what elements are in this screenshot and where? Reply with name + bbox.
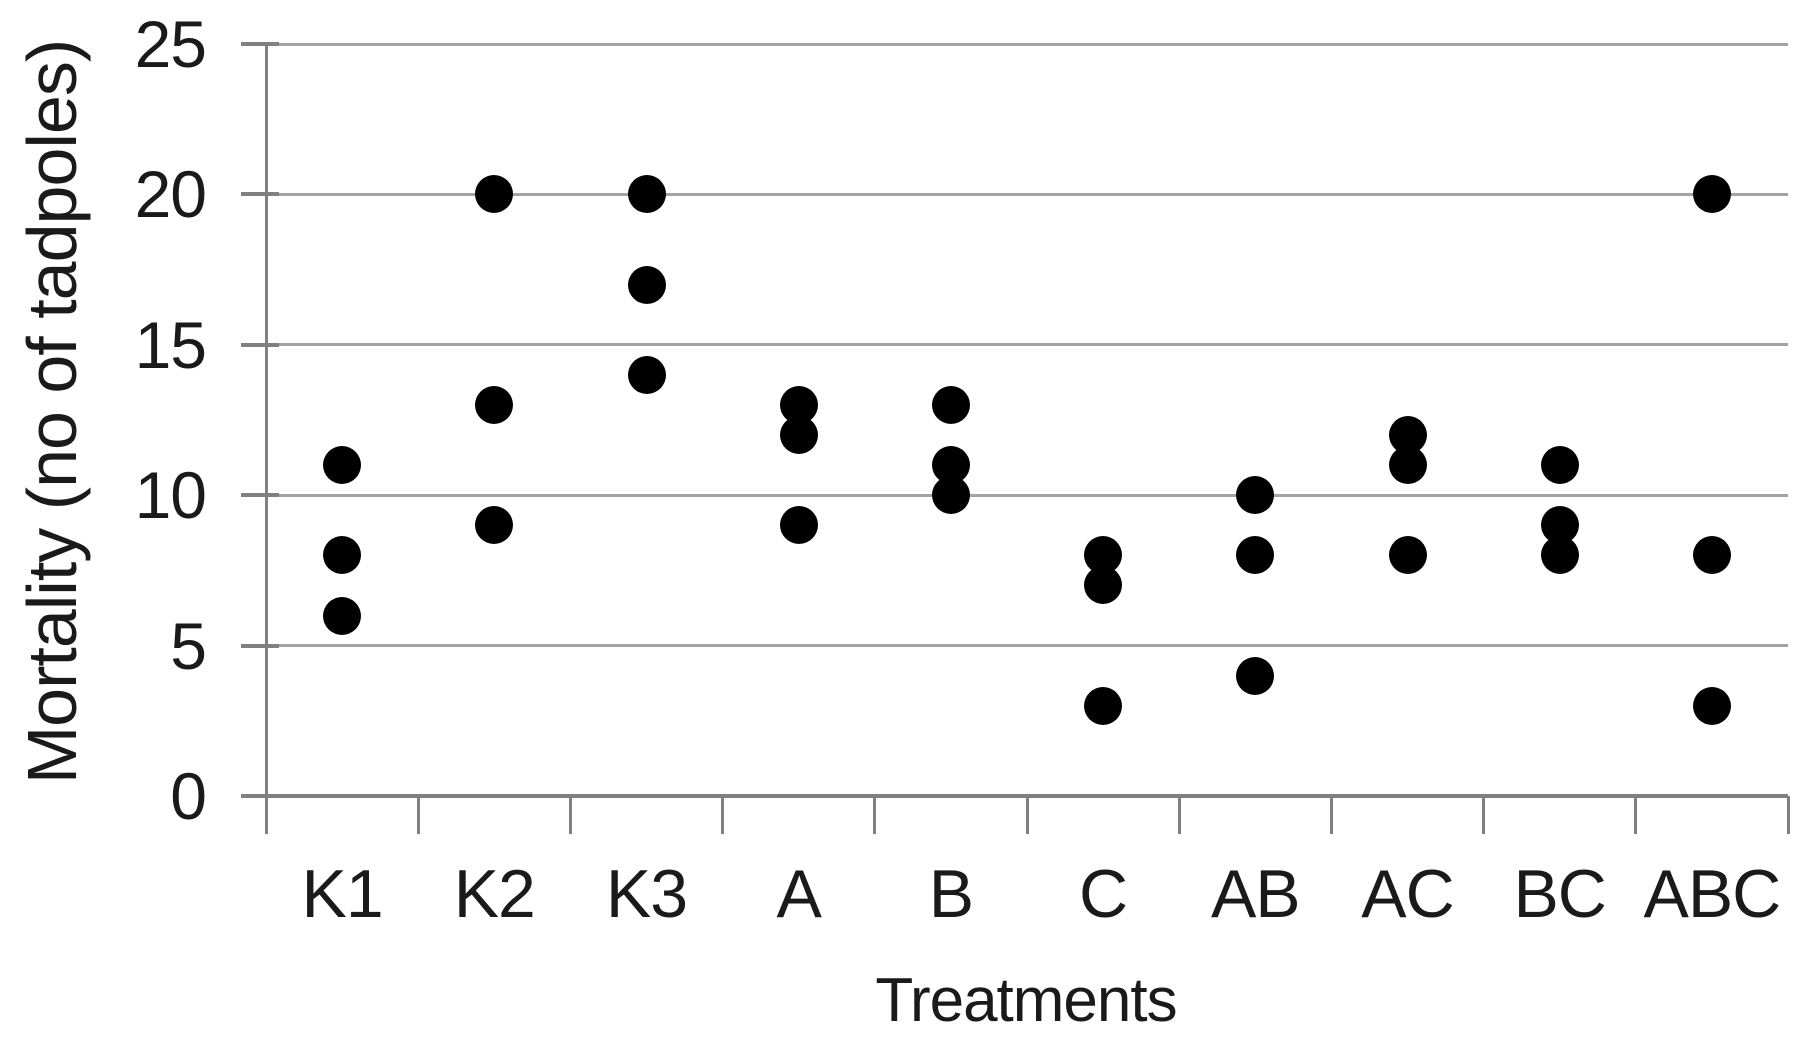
y-tick-label: 25 bbox=[134, 7, 207, 81]
data-point bbox=[779, 506, 818, 545]
data-point bbox=[1084, 566, 1123, 605]
x-category-label: K3 bbox=[605, 856, 688, 932]
data-point bbox=[627, 355, 666, 394]
y-tick-mark bbox=[241, 342, 279, 347]
data-point bbox=[1540, 536, 1579, 575]
y-tick-label: 15 bbox=[134, 307, 207, 382]
data-point bbox=[323, 536, 362, 575]
data-point bbox=[1236, 656, 1275, 695]
x-category-label: ABC bbox=[1643, 856, 1781, 932]
data-point bbox=[627, 265, 666, 304]
gridline bbox=[266, 644, 1788, 648]
data-point bbox=[1692, 686, 1731, 725]
y-tick-mark bbox=[241, 794, 279, 798]
data-point bbox=[1236, 476, 1275, 515]
data-point bbox=[1692, 175, 1731, 214]
data-point bbox=[627, 175, 666, 214]
gridline bbox=[266, 343, 1788, 347]
x-tick-mark bbox=[1786, 796, 1790, 834]
y-tick-mark bbox=[241, 192, 279, 197]
y-tick-label: 0 bbox=[170, 759, 207, 833]
x-tick-mark bbox=[1177, 796, 1181, 834]
data-point bbox=[1692, 536, 1731, 575]
data-point bbox=[475, 385, 514, 424]
gridline bbox=[266, 192, 1788, 196]
x-axis-title: Treatments bbox=[875, 966, 1177, 1035]
y-tick-label: 5 bbox=[170, 608, 207, 683]
data-point bbox=[323, 446, 362, 485]
y-tick-mark bbox=[241, 42, 279, 46]
data-point bbox=[1388, 446, 1427, 485]
gridline bbox=[266, 493, 1788, 497]
data-point bbox=[1540, 446, 1579, 485]
data-point bbox=[323, 596, 362, 635]
y-tick-label: 10 bbox=[134, 458, 207, 533]
data-point bbox=[931, 476, 970, 515]
x-category-label: AC bbox=[1361, 856, 1454, 932]
x-category-label: K1 bbox=[301, 856, 384, 932]
data-point bbox=[475, 506, 514, 545]
gridline bbox=[266, 42, 1788, 46]
y-tick-mark bbox=[241, 493, 279, 498]
x-tick-mark bbox=[568, 796, 572, 834]
y-tick-mark bbox=[241, 643, 279, 648]
x-category-label: K2 bbox=[453, 856, 536, 932]
x-tick-mark bbox=[416, 796, 420, 834]
data-point bbox=[475, 175, 514, 214]
x-category-label: B bbox=[928, 856, 974, 932]
data-point bbox=[931, 385, 970, 424]
x-tick-mark bbox=[1634, 796, 1638, 834]
x-category-label: AB bbox=[1210, 856, 1301, 932]
data-point bbox=[1084, 686, 1123, 725]
x-category-label: A bbox=[776, 856, 822, 932]
x-tick-mark bbox=[1025, 796, 1029, 834]
x-tick-mark bbox=[264, 796, 268, 834]
x-tick-mark bbox=[721, 796, 725, 834]
x-category-label: C bbox=[1079, 856, 1128, 932]
x-tick-mark bbox=[1482, 796, 1486, 834]
y-tick-label: 20 bbox=[134, 157, 207, 232]
x-tick-mark bbox=[1329, 796, 1333, 834]
x-tick-mark bbox=[873, 796, 877, 834]
y-axis-line bbox=[264, 44, 268, 796]
data-point bbox=[779, 416, 818, 455]
y-axis-title: Mortality (no of tadpoles) bbox=[13, 39, 91, 785]
data-point bbox=[1236, 536, 1275, 575]
data-point bbox=[1388, 536, 1427, 575]
x-category-label: BC bbox=[1513, 856, 1606, 932]
